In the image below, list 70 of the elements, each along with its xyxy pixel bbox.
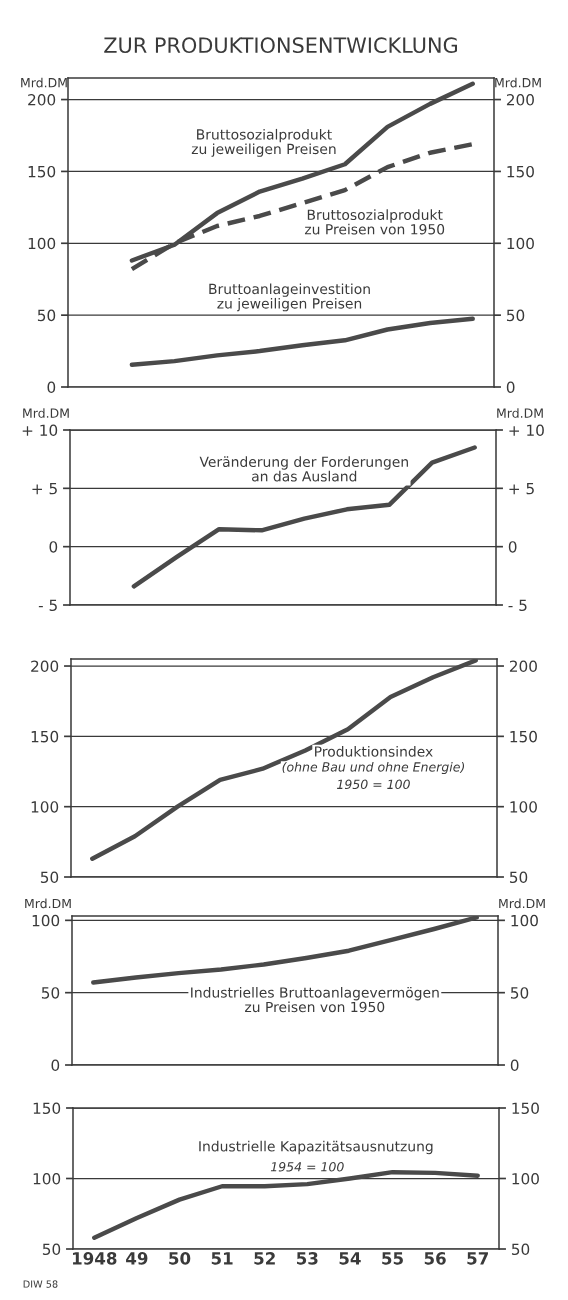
series-label: Bruttosozialprodukt zu Preisen von 1950 xyxy=(304,209,445,235)
y-axis-title: Mrd.DM xyxy=(21,77,67,88)
line-series xyxy=(131,445,477,589)
y2-tick-label: 200 xyxy=(506,94,534,106)
x-tick-label: 53 xyxy=(296,1252,318,1265)
y2-tick-label: 150 xyxy=(510,730,537,743)
line-series xyxy=(129,316,475,367)
y2-tick-label: + 10 xyxy=(509,424,544,437)
series-label: Veränderung der Forderungen an das Ausland xyxy=(199,456,408,482)
x-tick-label: 52 xyxy=(254,1252,275,1265)
chart-title: ZUR PRODUKTIONSENTWICKLUNG xyxy=(104,37,458,54)
y2-axis-title: Mrd.DM xyxy=(495,77,541,88)
x-tick-label: 55 xyxy=(382,1252,403,1265)
y-tick-label: 100 xyxy=(33,1172,61,1185)
y2-tick-label: + 5 xyxy=(509,483,534,495)
y-tick-label: 200 xyxy=(31,660,59,673)
y-tick-label: 200 xyxy=(28,94,56,106)
y-axis-title: Mrd.DM xyxy=(23,408,69,418)
annotation: 1950 = 100 xyxy=(337,779,410,790)
y-tick-label: - 5 xyxy=(38,599,57,612)
x-tick-label: 51 xyxy=(211,1252,233,1265)
y2-axis-title: Mrd.DM xyxy=(499,898,545,909)
y-tick-label: 50 xyxy=(42,1243,61,1256)
text: DIW 58 xyxy=(23,1280,58,1288)
x-tick-label: 56 xyxy=(424,1252,446,1265)
y2-tick-label: 50 xyxy=(506,309,525,322)
x-tick-label: 49 xyxy=(126,1252,148,1265)
y2-tick-label: 100 xyxy=(507,237,534,250)
series-label: Bruttosozialprodukt zu jeweiligen Preisen xyxy=(191,128,336,157)
x-tick-label: 54 xyxy=(339,1252,361,1265)
y-tick-label: 100 xyxy=(32,914,60,927)
series-label: Produktionsindex xyxy=(315,746,433,757)
y2-tick-label: 0 xyxy=(508,541,517,553)
x-tick-label: 50 xyxy=(169,1252,191,1265)
y-tick-label: 0 xyxy=(51,1059,60,1072)
y2-tick-label: 100 xyxy=(511,914,538,927)
y-tick-label: 50 xyxy=(37,309,56,322)
line-series xyxy=(91,916,479,985)
x-tick-label: 1948 xyxy=(72,1252,117,1265)
y-tick-label: 100 xyxy=(28,237,56,250)
y-tick-label: 50 xyxy=(40,871,59,884)
y-tick-label: 150 xyxy=(28,165,56,178)
y-tick-label: 50 xyxy=(41,987,60,999)
y2-tick-label: 0 xyxy=(506,381,515,394)
annotation: 1954 = 100 xyxy=(270,1162,344,1172)
y-tick-label: 0 xyxy=(49,541,58,553)
y2-tick-label: 0 xyxy=(510,1059,519,1072)
y-axis-title: Mrd.DM xyxy=(25,898,71,909)
series-label: Bruttoanlageinvestition zu jeweiligen Preisen xyxy=(209,283,370,312)
x-tick-label: 57 xyxy=(467,1252,488,1265)
y2-tick-label: 50 xyxy=(511,1243,530,1256)
y-tick-label: + 10 xyxy=(22,424,58,437)
y2-tick-label: 50 xyxy=(510,987,529,999)
y-tick-label: + 5 xyxy=(32,483,57,495)
y2-tick-label: 100 xyxy=(512,1172,539,1185)
y-tick-label: 100 xyxy=(31,801,59,813)
line-series xyxy=(90,659,478,861)
y-tick-label: 0 xyxy=(47,381,56,394)
series-label: Industrielles Bruttoanlagevermögen zu Preisen von 1950 xyxy=(191,986,439,1013)
y2-tick-label: 100 xyxy=(510,801,537,813)
y-tick-label: 150 xyxy=(31,730,59,743)
y2-tick-label: 150 xyxy=(512,1102,539,1115)
y2-tick-label: 50 xyxy=(509,871,528,884)
series-label: Industrielle Kapazitätsausnutzung xyxy=(199,1140,433,1155)
y2-tick-label: 200 xyxy=(509,660,537,673)
annotation: (ohne Bau und ohne Energie) xyxy=(282,761,465,775)
y-tick-label: 150 xyxy=(33,1102,61,1115)
y2-tick-label: - 5 xyxy=(508,599,527,612)
y2-axis-title: Mrd.DM xyxy=(497,408,543,418)
y2-tick-label: 150 xyxy=(507,165,534,178)
